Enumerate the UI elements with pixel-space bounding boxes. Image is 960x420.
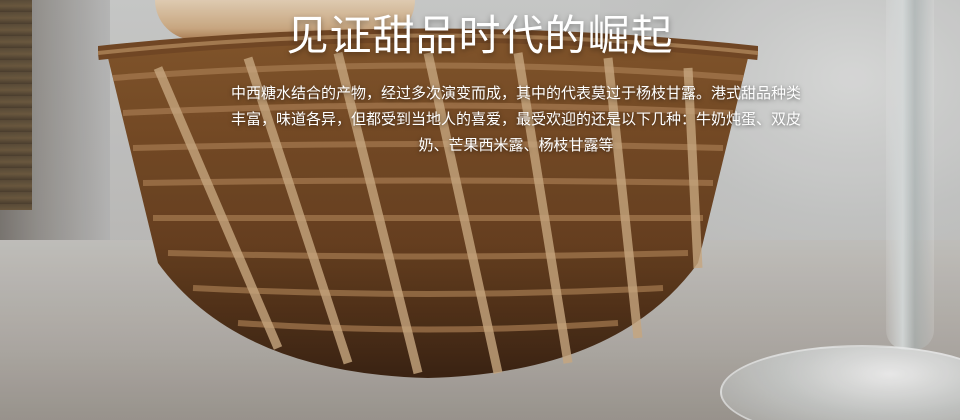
woven-basket-image (98, 28, 758, 378)
hero-description: 中西糖水结合的产物，经过多次演变而成，其中的代表莫过于杨枝甘露。港式甜品种类 丰… (230, 80, 802, 158)
hero-title: 见证甜品时代的崛起 (286, 11, 674, 60)
wine-glass-stem (886, 0, 934, 350)
hero-description-line: 奶、芒果西米露、杨枝甘露等 (418, 136, 614, 154)
hero-description-line: 中西糖水结合的产物，经过多次演变而成，其中的代表莫过于杨枝甘露。港式甜品种类 (230, 84, 801, 102)
background-jar (0, 0, 32, 210)
hero-description-line: 丰富，味道各异，但都受到当地人的喜爱，最受欢迎的还是以下几种：牛奶炖蛋、双皮 (230, 110, 801, 128)
